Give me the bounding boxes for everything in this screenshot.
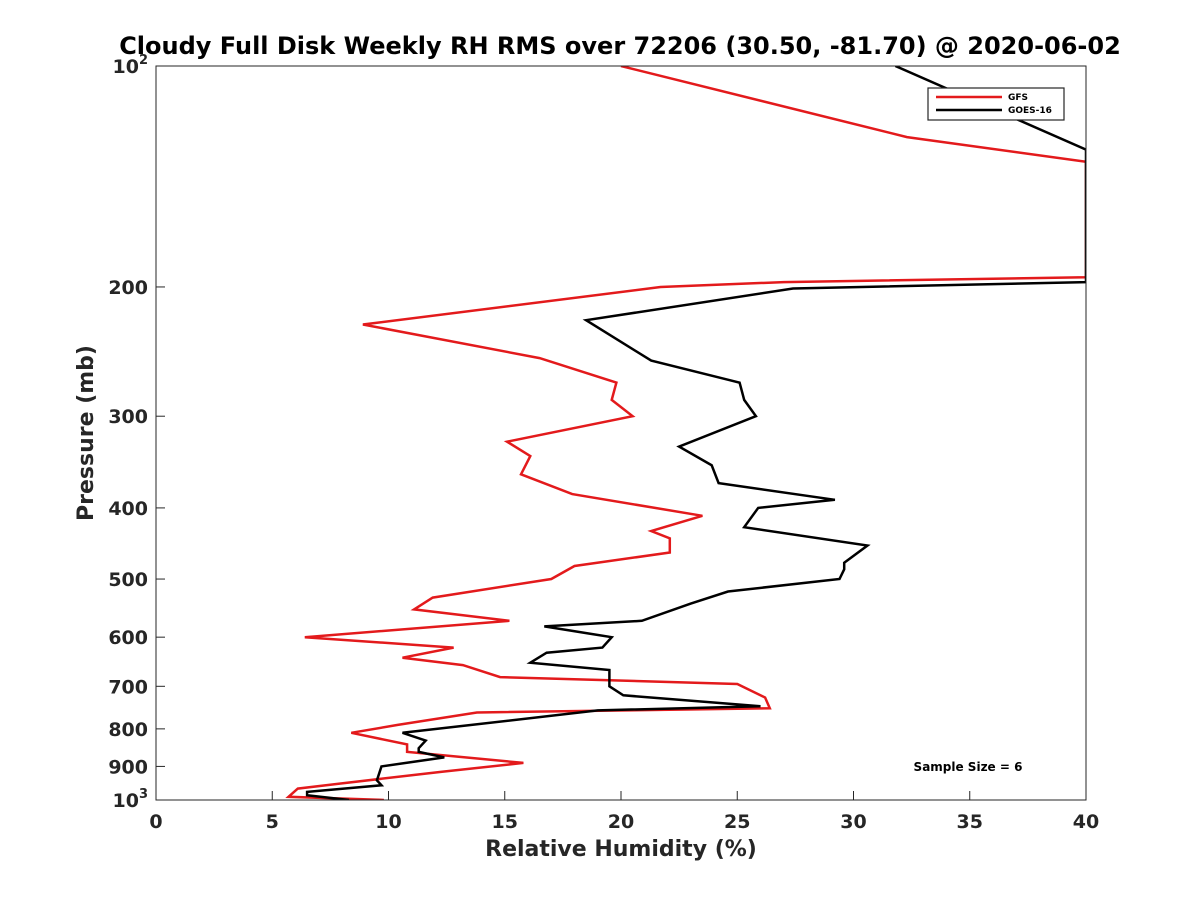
- x-tick-label: 0: [149, 811, 162, 833]
- y-tick-label: 103: [113, 787, 149, 812]
- axes-box: [155, 65, 1087, 801]
- axis-ticks: 0 5 10 15 20 25 30 35 40 102 200 300 400 500 600 700 800…: [108, 53, 1099, 833]
- sample-size-annotation: Sample Size = 6: [914, 760, 1023, 774]
- x-tick-label: 10: [375, 811, 401, 833]
- y-axis-label: Pressure (mb): [74, 345, 99, 521]
- x-tick-label: 35: [957, 811, 983, 833]
- y-tick-label: 600: [108, 627, 148, 649]
- x-tick-label: 25: [724, 811, 750, 833]
- y-tick-exponent: 2: [139, 53, 148, 68]
- legend-gfs-label: GFS: [1008, 93, 1028, 103]
- y-tick-label: 400: [108, 498, 148, 520]
- x-tick-label: 5: [266, 811, 279, 833]
- y-tick-label: 700: [108, 676, 148, 698]
- y-tick-label: 102: [113, 53, 149, 78]
- legend: GFS GOES-16: [927, 87, 1065, 121]
- y-tick-label: 900: [108, 756, 148, 778]
- plot-area: [285, 66, 1086, 800]
- legend-box: [927, 87, 1065, 121]
- legend-goes16-label: GOES-16: [1008, 106, 1052, 116]
- series-line-goes16: [305, 66, 1086, 800]
- chart-title: Cloudy Full Disk Weekly RH RMS over 7220…: [119, 32, 1121, 60]
- y-tick-exponent: 3: [139, 787, 148, 802]
- x-tick-label: 20: [608, 811, 634, 833]
- y-tick-label: 800: [108, 719, 148, 741]
- y-tick-label: 300: [108, 406, 148, 428]
- series-line-gfs: [285, 66, 1086, 800]
- y-tick-label: 200: [108, 277, 148, 299]
- y-tick-label: 500: [108, 569, 148, 591]
- x-tick-label: 30: [840, 811, 866, 833]
- x-tick-label: 40: [1073, 811, 1099, 833]
- x-axis-label: Relative Humidity (%): [485, 837, 757, 862]
- x-tick-label: 15: [492, 811, 518, 833]
